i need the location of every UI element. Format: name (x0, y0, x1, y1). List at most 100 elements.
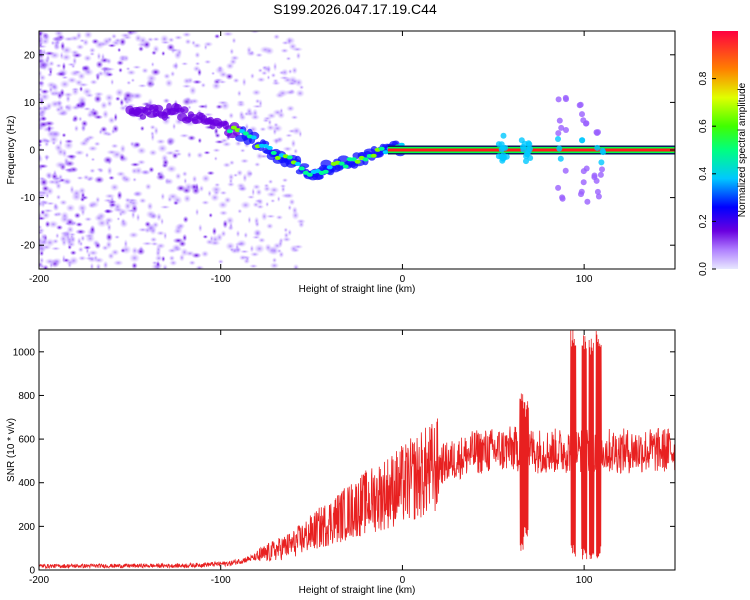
spectrogram-noise-blob (228, 221, 234, 230)
spectrogram-noise-blob (100, 52, 106, 62)
spectrogram-noise-blob (228, 112, 235, 120)
spectrogram-noise-blob (160, 40, 171, 45)
spectrogram-noise-blob (99, 101, 108, 110)
spectrogram-noise-blob (39, 115, 48, 122)
snr-y-tick-label: 400 (18, 478, 35, 489)
spectrogram-noise-blob (39, 44, 48, 49)
spectrogram-noise-blob (55, 71, 67, 77)
spectrogram-noise-blob (93, 214, 105, 223)
spectrogram-burst-blob (600, 149, 607, 156)
spectrogram-noise-blob (52, 169, 58, 177)
spectrogram-burst-blob (594, 144, 601, 151)
spectrogram-noise-blob (61, 254, 66, 264)
spectrogram-noise-blob (257, 237, 266, 244)
spectrogram-noise-blob (118, 104, 128, 112)
spectrogram-noise-blob (280, 185, 286, 194)
spectrogram-noise-blob (291, 66, 298, 75)
spectrogram-noise-blob (128, 253, 141, 263)
spectrogram-burst-blob (556, 117, 563, 124)
spectrogram-track-blob (153, 104, 164, 113)
spectrogram-noise-blob (152, 36, 161, 42)
spectrogram-noise-blob (93, 256, 105, 264)
spectrogram-noise-blob (187, 105, 192, 110)
spectrogram-noise-blob (220, 229, 227, 238)
spectrogram-noise-blob (169, 48, 181, 53)
spectrogram-noise-blob (77, 82, 90, 88)
spectrogram-noise-blob (53, 143, 63, 153)
spectrogram-noise-blob (200, 173, 211, 184)
spectrogram-burst-blob (594, 188, 601, 195)
spectrogram-x-tick-label: -100 (211, 274, 231, 285)
spectrogram-burst-blob (563, 96, 569, 103)
spectrogram-noise-blob (51, 89, 62, 98)
spectrogram-burst-blob (558, 124, 565, 131)
spectrogram-noise-blob (184, 250, 196, 257)
spectrogram-noise-blob (154, 254, 164, 262)
spectrogram-noise-blob (61, 53, 72, 62)
spectrogram-noise-blob (271, 257, 278, 264)
spectrogram-noise-blob (249, 72, 255, 80)
spectrogram-noise-blob (246, 195, 256, 200)
spectrogram-burst-blob (526, 141, 533, 148)
spectrogram-noise-blob (150, 132, 155, 142)
spectrogram-noise-blob (188, 85, 197, 96)
spectrogram-noise-blob (132, 65, 142, 70)
spectrogram-noise-blob (117, 55, 128, 63)
spectrogram-noise-blob (75, 228, 87, 235)
spectrogram-noise-blob (209, 193, 220, 203)
spectrogram-noise-blob (223, 196, 232, 204)
spectrogram-noise-blob (122, 90, 134, 101)
spectrogram-noise-blob (102, 198, 114, 203)
spectrogram-noise-blob (77, 203, 88, 213)
spectrogram-noise-blob (292, 263, 300, 269)
spectrogram-noise-blob (227, 172, 235, 182)
spectrogram-noise-blob (56, 110, 69, 117)
spectrogram-noise-blob (184, 38, 192, 45)
spectrogram-noise-blob (114, 96, 121, 102)
spectrogram-noise-blob (60, 41, 66, 52)
spectrogram-noise-blob (136, 146, 147, 155)
spectrogram-noise-blob (291, 206, 298, 215)
spectrogram-noise-blob (144, 220, 152, 228)
spectrogram-noise-blob (39, 261, 44, 269)
spectrogram-noise-blob (281, 177, 289, 183)
spectrogram-noise-blob (110, 248, 120, 257)
spectrogram-noise-blob (236, 89, 242, 97)
spectrogram-noise-blob (144, 182, 152, 191)
spectrogram-noise-blob (174, 172, 182, 181)
spectrogram-noise-blob (153, 126, 159, 136)
spectrogram-noise-blob (81, 65, 89, 72)
spectrogram-noise-blob (178, 253, 186, 262)
spectrogram-noise-blob (251, 187, 256, 197)
spectrogram-burst-blob (576, 102, 583, 109)
spectrogram-burst-blob (520, 144, 526, 150)
spectrogram-noise-blob (291, 46, 304, 52)
spectrogram-track-core (382, 150, 389, 155)
spectrogram-burst-blob (599, 166, 605, 173)
spectrogram-noise-blob (254, 98, 261, 104)
spectrogram-noise-blob (118, 152, 126, 162)
spectrogram-noise-blob (53, 202, 59, 211)
spectrogram-noise-blob (232, 77, 240, 84)
spectrogram-noise-blob (46, 72, 53, 78)
spectrogram-noise-blob (146, 201, 154, 211)
spectrogram-noise-blob (225, 72, 234, 81)
spectrogram-noise-blob (276, 195, 281, 203)
spectrogram-y-tick-label: -20 (21, 241, 36, 252)
spectrogram-noise-blob (182, 233, 188, 243)
spectrogram-noise-blob (183, 177, 188, 185)
spectrogram-noise-blob (256, 204, 265, 210)
spectrogram-noise-blob (39, 224, 43, 230)
spectrogram-noise-blob (211, 81, 222, 91)
spectrogram-noise-blob (124, 197, 132, 204)
spectrogram-noise-blob (200, 250, 210, 258)
spectrogram-noise-blob (141, 241, 154, 246)
spectrogram-noise-blob (39, 142, 43, 148)
spectrogram-track-core (274, 155, 281, 160)
colorbar-label: Normalized spectral amplitude (737, 82, 748, 217)
spectrogram-noise-blob (136, 247, 146, 256)
spectrogram-noise-blob (102, 155, 114, 165)
spectrogram-noise-blob (91, 107, 96, 113)
